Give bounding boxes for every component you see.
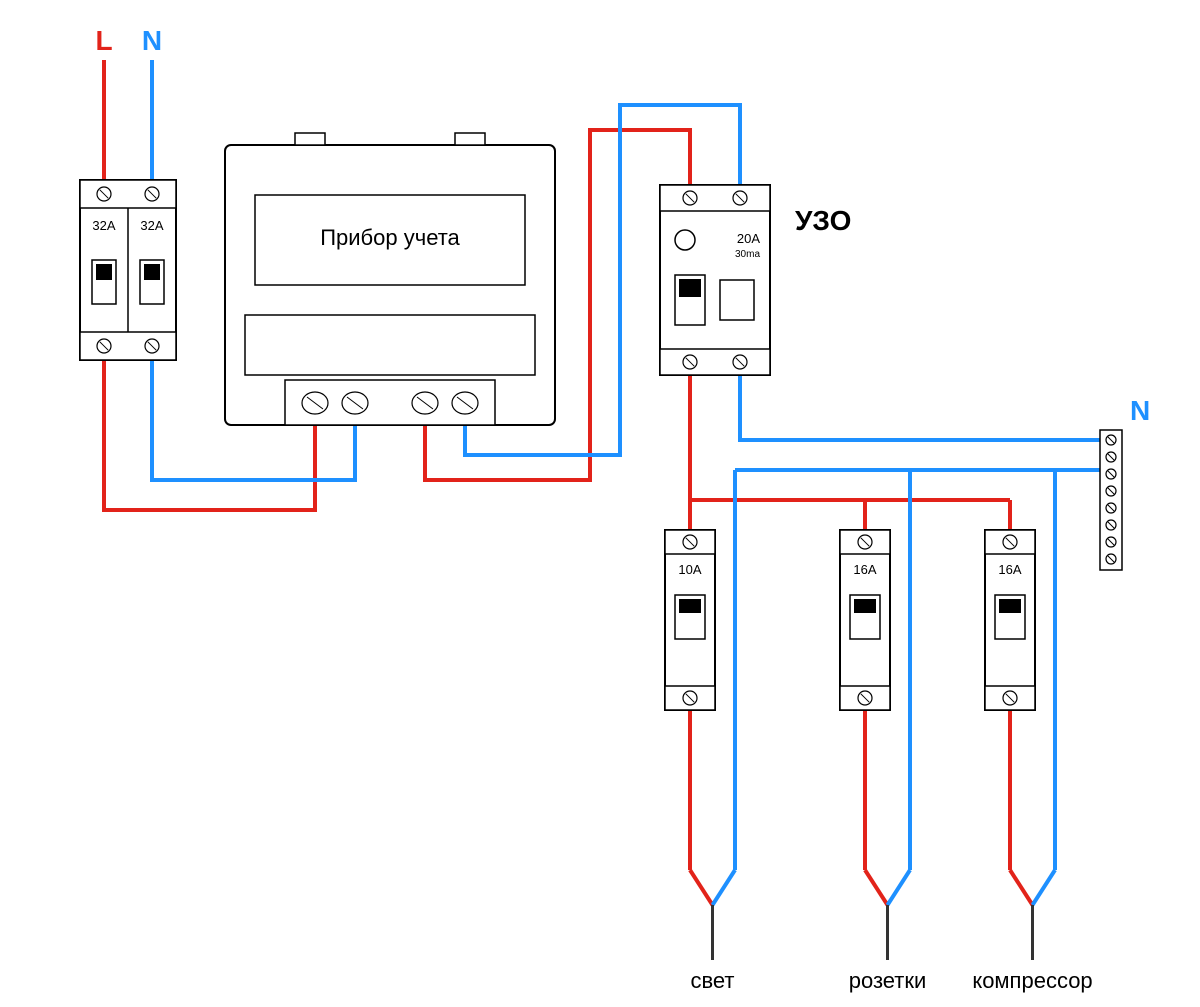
main-breaker-rating-left: 32A <box>92 218 115 233</box>
output-label-2: розетки <box>849 968 927 993</box>
input-L-label: L <box>95 25 112 56</box>
branch-rating: 10A <box>678 562 701 577</box>
main-breaker-rating-right: 32A <box>140 218 163 233</box>
input-N-label: N <box>142 25 162 56</box>
meter-label: Прибор учета <box>320 225 460 250</box>
rcd-label: УЗО <box>795 205 851 236</box>
branch-breaker-2: 16A <box>840 530 890 710</box>
output-label-1: свет <box>690 968 734 993</box>
neutral-bus: N <box>1100 395 1150 570</box>
rcd-rating: 20A <box>737 231 760 246</box>
main-breaker: 32A 32A <box>80 180 176 360</box>
branch-rating: 16A <box>998 562 1021 577</box>
branch-breaker-1: 10A <box>665 530 715 710</box>
output-label-3: компрессор <box>972 968 1092 993</box>
branch-rating: 16A <box>853 562 876 577</box>
rcd: 20A 30ma УЗО <box>660 185 851 375</box>
branch-breaker-3: 16A <box>985 530 1035 710</box>
meter: Прибор учета <box>225 133 555 425</box>
neutral-bus-label: N <box>1130 395 1150 426</box>
rcd-sensitivity: 30ma <box>735 249 760 260</box>
